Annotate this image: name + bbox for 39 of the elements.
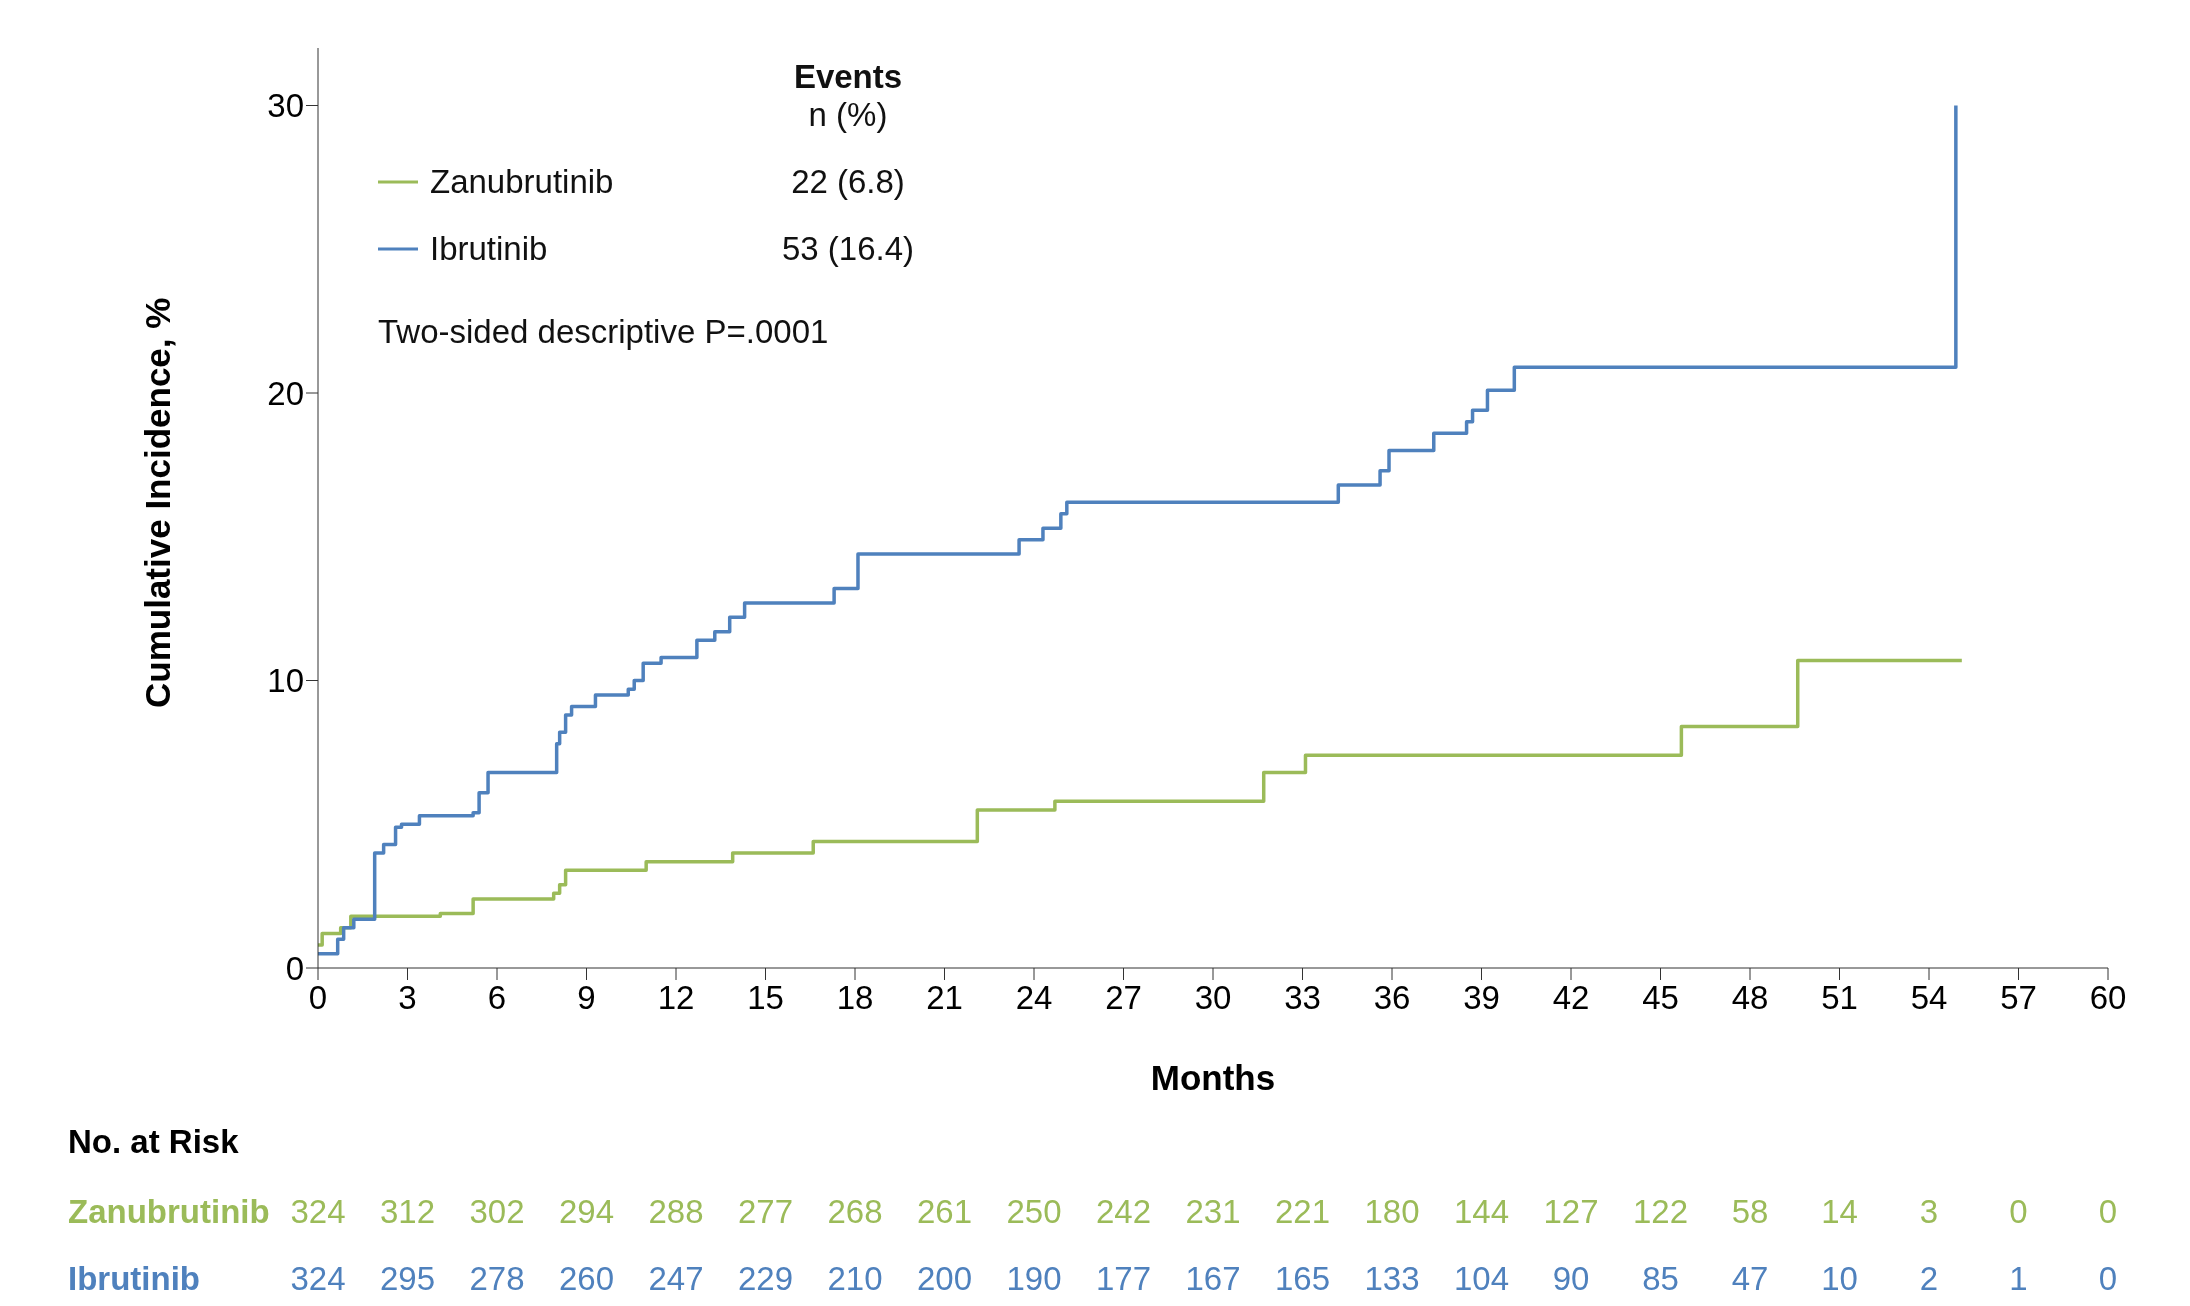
x-tick-label: 33 [1284, 979, 1321, 1017]
x-tick-label: 60 [2089, 979, 2127, 1017]
x-tick-label: 57 [2000, 979, 2037, 1017]
x-tick-label: 9 [577, 979, 596, 1017]
text: 324 295 278 260 247 229 210 200 190 177 167 165 133 104 90 85 47 10 2 1 0 [290, 1260, 2118, 1297]
legend-label: Zanubrutinib [430, 163, 614, 201]
x-tick-label: 30 [1194, 979, 1232, 1017]
y-axis-title: Cumulative Incidence, % [138, 297, 178, 708]
annotation: Events [792, 58, 904, 96]
legend-label: Ibrutinib [430, 230, 548, 268]
x-tick-label: 21 [926, 979, 963, 1017]
x-tick-label: 48 [1731, 979, 1769, 1017]
x-tick-label: 42 [1552, 979, 1590, 1017]
annotation: n (%) [807, 95, 889, 134]
annotation: Two-sided descriptive P=.0001 [378, 313, 829, 351]
y-tick-label: 10 [267, 662, 304, 700]
y-tick-label: 20 [267, 374, 304, 412]
x-tick-label: 6 [487, 979, 507, 1017]
x-tick-label: 24 [1015, 979, 1053, 1017]
x-tick-label: 39 [1463, 979, 1500, 1017]
x-axis-title: Months [1150, 1058, 1276, 1097]
text: No. at Risk [68, 1123, 239, 1161]
text: 324 312 302 294 288 277 268 261 250 242 231 221 180 144 127 122 58 14 3 0 0 [290, 1193, 2118, 1230]
text: Ibrutinib [68, 1260, 200, 1297]
annotation: 22 (6.8) [790, 163, 906, 201]
x-tick-label: 15 [747, 979, 784, 1017]
x-tick-label: 12 [657, 979, 695, 1017]
x-tick-label: 18 [836, 979, 874, 1017]
annotation: 53 (16.4) [780, 230, 916, 268]
text: Zanubrutinib [68, 1193, 270, 1230]
y-tick-label: 30 [267, 87, 304, 125]
x-tick-label: 36 [1373, 979, 1411, 1017]
x-tick-label: 0 [308, 979, 328, 1017]
x-tick-label: 54 [1910, 979, 1948, 1017]
x-tick-label: 3 [398, 979, 417, 1017]
y-tick-label: 0 [285, 949, 304, 987]
x-tick-label: 51 [1821, 979, 1858, 1017]
x-tick-label: 27 [1105, 979, 1142, 1017]
x-tick-label: 45 [1642, 979, 1679, 1017]
